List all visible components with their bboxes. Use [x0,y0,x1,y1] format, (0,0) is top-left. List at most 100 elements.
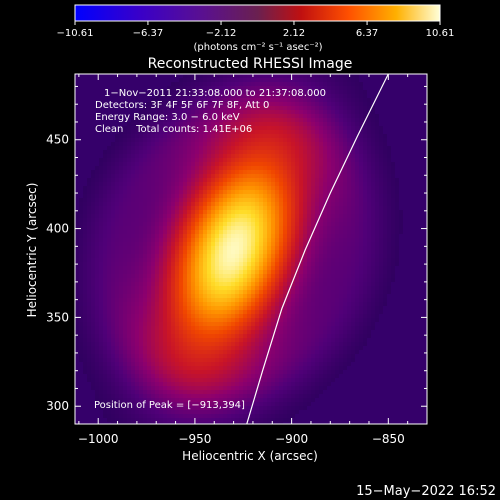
heatmap-cell [171,166,175,170]
heatmap-cell [307,258,311,262]
heatmap-cell [343,158,347,162]
heatmap-cell [359,182,363,186]
heatmap-cell [83,190,87,194]
heatmap-cell [151,322,155,326]
heatmap-cell [207,186,211,190]
heatmap-cell [291,126,295,130]
heatmap-cell [283,342,287,346]
heatmap-cell [347,254,351,258]
heatmap-cell [135,334,139,338]
heatmap-cell [263,106,267,110]
heatmap-cell [323,210,327,214]
heatmap-cell [323,126,327,130]
heatmap-cell [167,122,171,126]
heatmap-cell [195,170,199,174]
heatmap-cell [75,238,79,242]
heatmap-cell [247,166,251,170]
heatmap-cell [263,118,267,122]
heatmap-cell [263,74,267,78]
heatmap-cell [83,298,87,302]
heatmap-cell [251,234,255,238]
heatmap-cell [111,170,115,174]
heatmap-cell [279,198,283,202]
heatmap-cell [155,206,159,210]
heatmap-cell [359,170,363,174]
heatmap-cell [319,282,323,286]
heatmap-cell [327,198,331,202]
heatmap-cell [223,174,227,178]
heatmap-cell [251,206,255,210]
heatmap-cell [271,162,275,166]
heatmap-cell [243,226,247,230]
heatmap-cell [227,162,231,166]
heatmap-cell [163,190,167,194]
heatmap-cell [127,178,131,182]
heatmap-cell [143,326,147,330]
heatmap-cell [311,278,315,282]
heatmap-cell [111,298,115,302]
heatmap-cell [151,326,155,330]
heatmap-cell [351,126,355,130]
heatmap-cell [303,126,307,130]
heatmap-cell [251,178,255,182]
heatmap-cell [283,134,287,138]
heatmap-cell [75,230,79,234]
heatmap-cell [319,166,323,170]
heatmap-cell [199,110,203,114]
heatmap-cell [247,78,251,82]
heatmap-cell [131,190,135,194]
heatmap-cell [267,146,271,150]
heatmap-cell [355,170,359,174]
heatmap-cell [383,230,387,234]
heatmap-cell [147,326,151,330]
heatmap-cell [199,326,203,330]
heatmap-cell [331,302,335,306]
heatmap-cell [99,270,103,274]
heatmap-cell [227,342,231,346]
heatmap-cell [327,150,331,154]
heatmap-cell [91,170,95,174]
heatmap-cell [339,322,343,326]
heatmap-cell [247,326,251,330]
heatmap-cell [99,306,103,310]
heatmap-cell [123,178,127,182]
heatmap-cell [179,226,183,230]
heatmap-cell [143,274,147,278]
heatmap-cell [299,174,303,178]
heatmap-cell [139,186,143,190]
heatmap-cell [335,86,339,90]
heatmap-cell [307,146,311,150]
heatmap-cell [267,234,271,238]
heatmap-cell [259,338,263,342]
heatmap-cell [263,190,267,194]
heatmap-cell [227,330,231,334]
heatmap-cell [251,326,255,330]
heatmap-cell [127,130,131,134]
heatmap-cell [91,190,95,194]
heatmap-cell [139,326,143,330]
heatmap-cell [227,230,231,234]
heatmap-cell [247,154,251,158]
heatmap-cell [315,230,319,234]
heatmap-cell [283,246,287,250]
heatmap-cell [91,214,95,218]
heatmap-cell [239,290,243,294]
heatmap-cell [167,102,171,106]
heatmap-cell [75,330,79,334]
heatmap-cell [175,118,179,122]
heatmap-cell [159,322,163,326]
heatmap-cell [343,246,347,250]
heatmap-cell [267,310,271,314]
heatmap-cell [315,158,319,162]
heatmap-cell [179,194,183,198]
heatmap-cell [203,210,207,214]
heatmap-cell [183,334,187,338]
heatmap-cell [343,130,347,134]
heatmap-cell [235,334,239,338]
heatmap-cell [371,194,375,198]
heatmap-cell [267,334,271,338]
heatmap-cell [175,106,179,110]
heatmap-cell [295,82,299,86]
heatmap-cell [107,230,111,234]
